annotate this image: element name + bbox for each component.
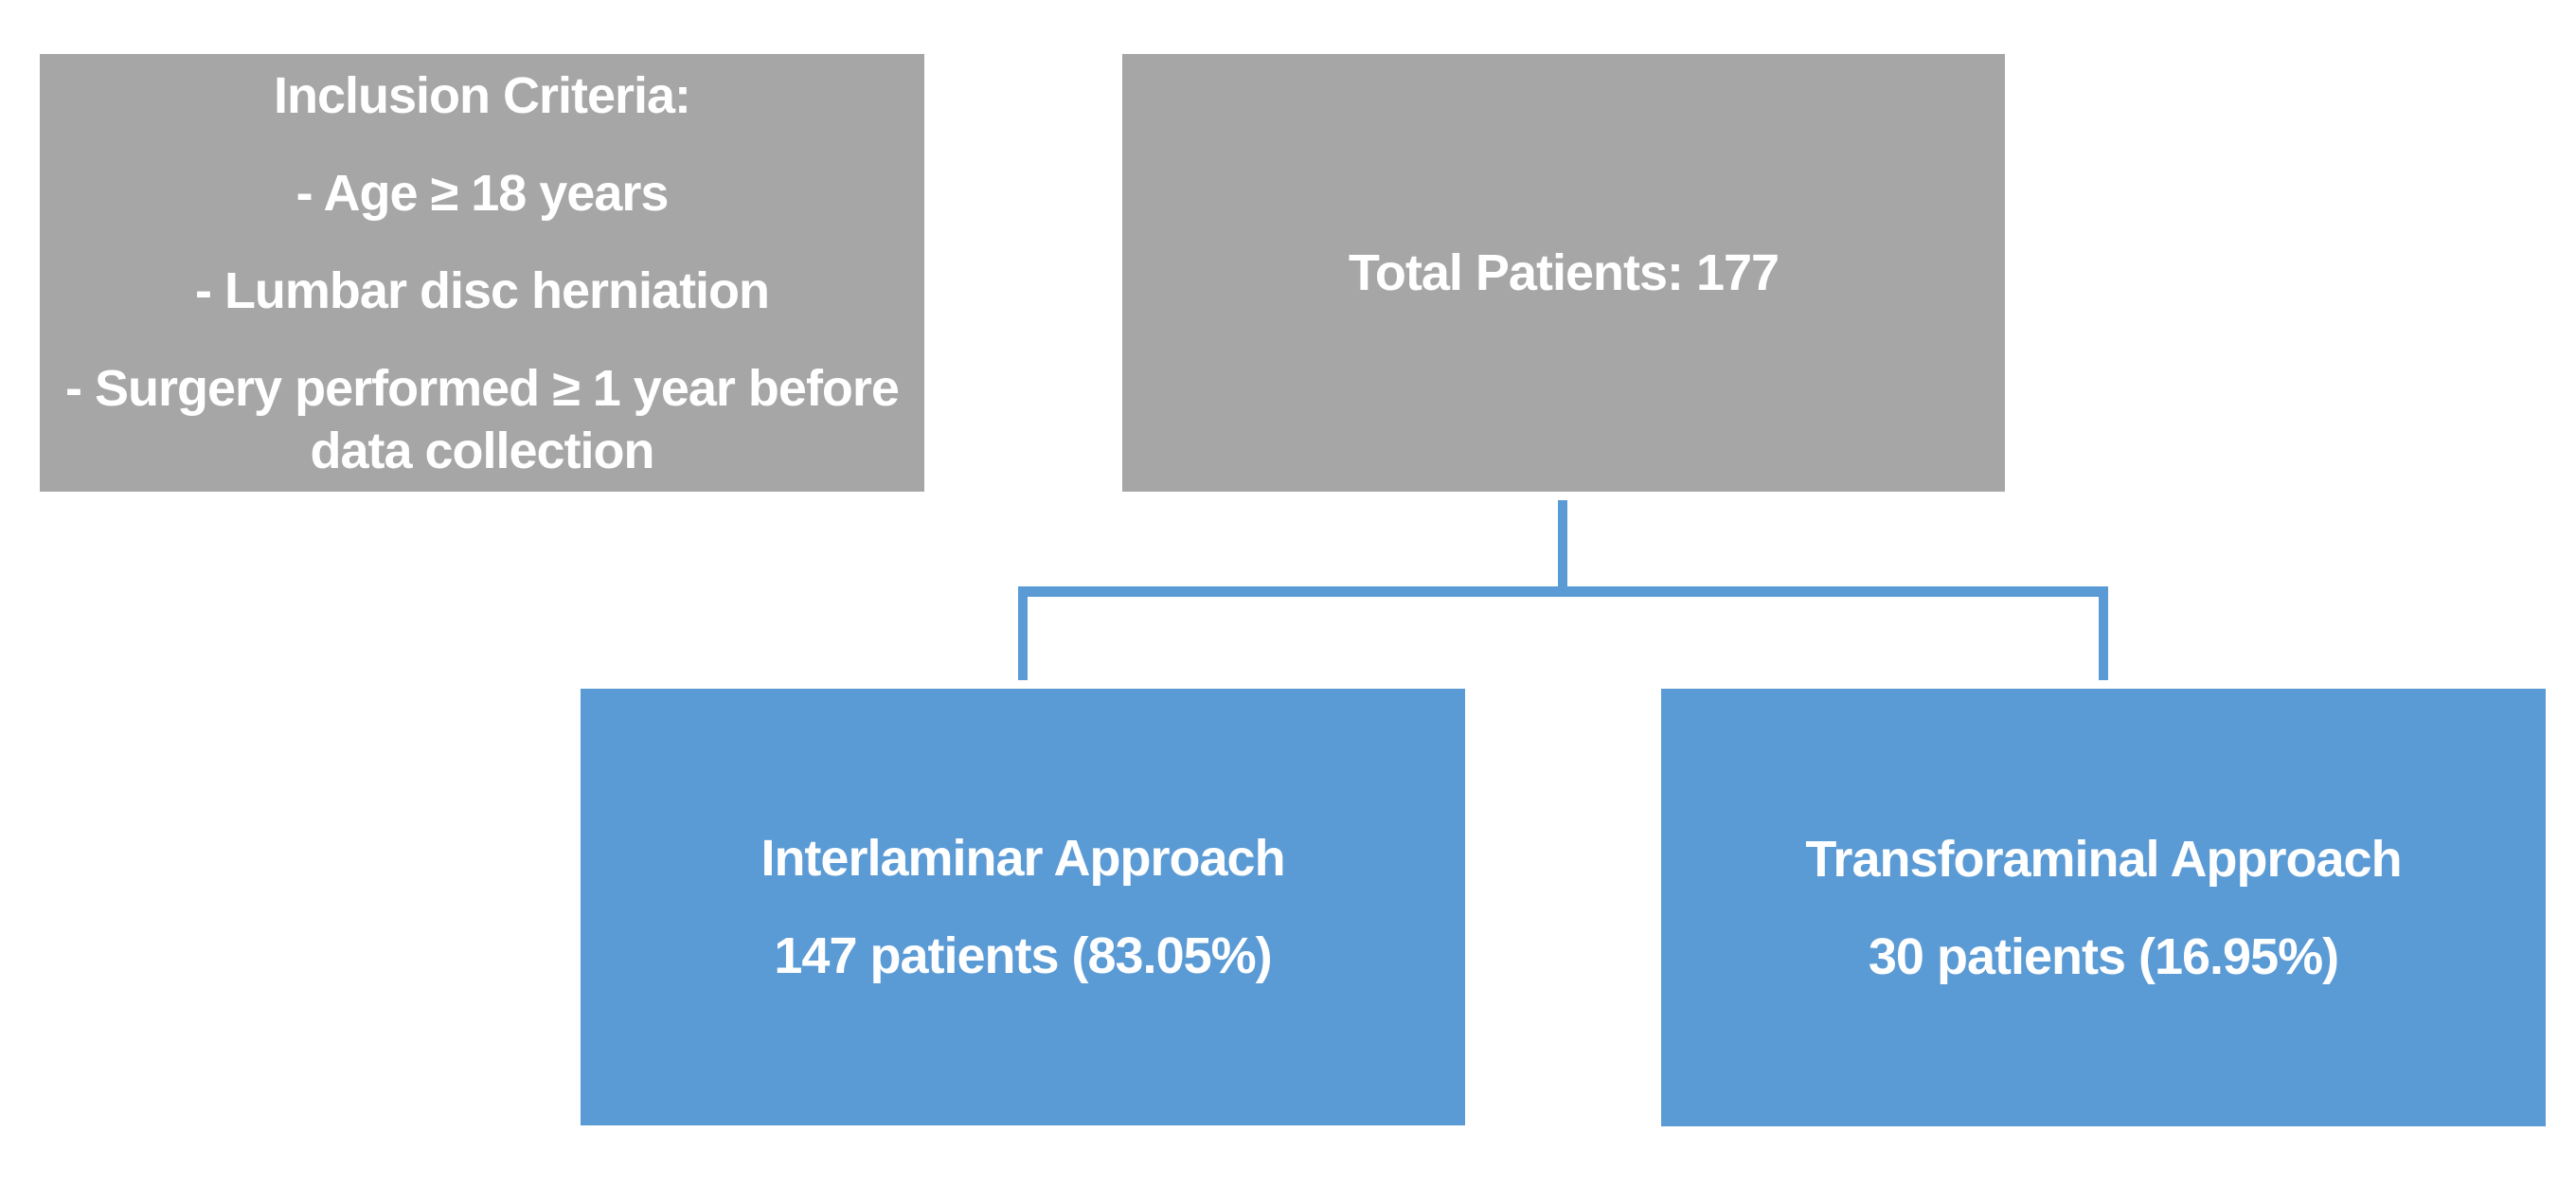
connector-crossbar <box>1018 586 2108 597</box>
inclusion-criteria-item-herniation: - Lumbar disc herniation <box>194 261 770 319</box>
interlaminar-approach-box: Interlaminar Approach 147 patients (83.0… <box>581 689 1465 1125</box>
total-patients-box: Total Patients: 177 <box>1122 54 2005 492</box>
interlaminar-approach-title: Interlaminar Approach <box>760 830 1285 887</box>
connector-stem <box>1558 500 1567 587</box>
connector-drop-left <box>1018 597 1028 680</box>
inclusion-criteria-title: Inclusion Criteria: <box>273 66 691 124</box>
inclusion-criteria-item-age: - Age ≥ 18 years <box>295 164 670 222</box>
total-patients-label: Total Patients: 177 <box>1348 244 1780 301</box>
transforaminal-approach-title: Transforaminal Approach <box>1805 830 2402 888</box>
transforaminal-approach-count: 30 patients (16.95%) <box>1868 927 2339 985</box>
connector-drop-right <box>2099 597 2108 680</box>
inclusion-criteria-box: Inclusion Criteria: - Age ≥ 18 years - L… <box>40 54 924 492</box>
interlaminar-approach-count: 147 patients (83.05%) <box>774 927 1272 984</box>
inclusion-criteria-item-surgery: - Surgery performed ≥ 1 year before data… <box>65 359 900 479</box>
transforaminal-approach-box: Transforaminal Approach 30 patients (16.… <box>1661 689 2546 1126</box>
